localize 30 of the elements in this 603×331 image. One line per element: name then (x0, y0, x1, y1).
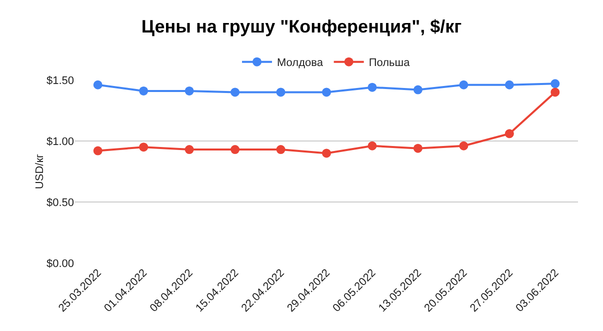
y-tick-label: $1.00 (46, 136, 74, 148)
point (504, 80, 514, 90)
y-tick-label: $0.50 (46, 196, 74, 209)
legend-label: Польша (368, 57, 411, 70)
point (139, 86, 148, 96)
point (504, 129, 514, 138)
chart-title: Цены на грушу "Конференция", $/кг (141, 16, 462, 36)
point (230, 88, 240, 97)
point (322, 148, 331, 158)
point (139, 142, 148, 152)
legend-label: Молдова (277, 57, 324, 70)
point (184, 145, 194, 154)
y-tick-label: $1.50 (46, 74, 74, 87)
point (276, 145, 286, 154)
point (93, 146, 102, 156)
point (459, 141, 468, 150)
point (322, 88, 331, 97)
point (230, 145, 240, 154)
point (93, 80, 102, 90)
point (550, 88, 560, 97)
point (413, 85, 422, 94)
point (368, 82, 377, 92)
point (413, 144, 422, 153)
y-tick-label: $0.00 (46, 258, 74, 270)
point (276, 88, 286, 97)
point (368, 141, 377, 150)
point (459, 80, 468, 90)
y-axis-title: USD/кг (34, 154, 46, 190)
point (550, 79, 560, 88)
point (184, 86, 194, 96)
